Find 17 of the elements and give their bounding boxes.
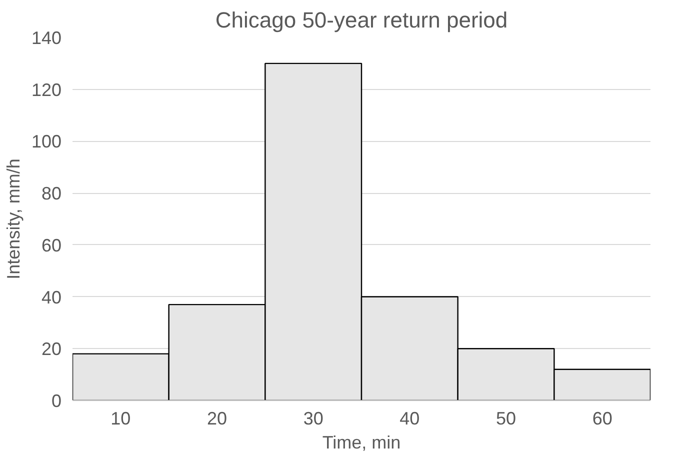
y-tick-label: 140 xyxy=(31,28,62,48)
y-tick-label: 0 xyxy=(51,391,62,411)
x-tick-label: 30 xyxy=(303,408,324,428)
x-tick-label: 50 xyxy=(496,408,516,428)
y-tick-label: 60 xyxy=(41,235,62,256)
y-tick-label: 80 xyxy=(41,184,62,204)
x-tick-label: 60 xyxy=(592,408,612,428)
y-tick-label: 120 xyxy=(31,80,62,100)
x-tick-label: 20 xyxy=(206,408,228,428)
x-tick-label: 10 xyxy=(110,408,131,428)
x-axis-title: Time, min xyxy=(322,432,401,452)
y-tick-label: 100 xyxy=(31,132,62,152)
y-tick-label: 20 xyxy=(41,339,62,360)
y-axis-title: Intensity, mm/h xyxy=(3,158,24,280)
x-tick-label: 40 xyxy=(400,408,420,428)
y-tick-label: 40 xyxy=(41,287,62,308)
chart-title: Chicago 50-year return period xyxy=(215,8,508,32)
